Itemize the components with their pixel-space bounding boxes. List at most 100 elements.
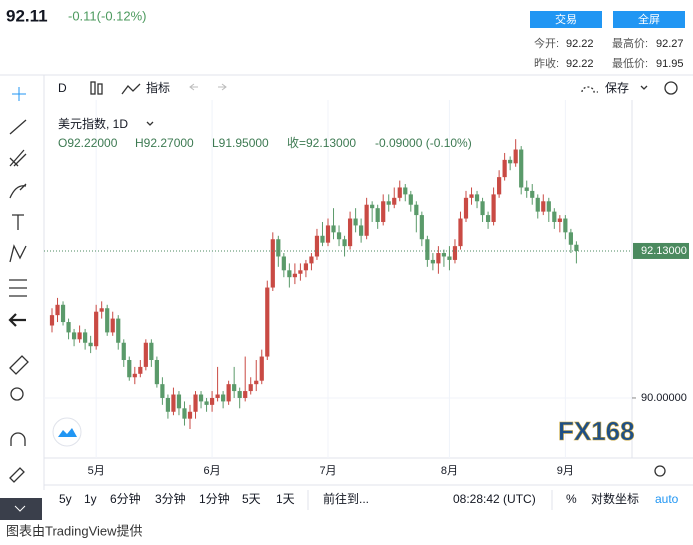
cloud-icon[interactable] xyxy=(581,86,598,93)
candle-body xyxy=(497,177,502,195)
text-tool[interactable] xyxy=(12,214,24,230)
candle-body xyxy=(121,342,126,361)
candle-body xyxy=(110,318,115,333)
candle-body xyxy=(221,394,226,402)
candle-body xyxy=(563,218,568,233)
candle-body xyxy=(149,342,154,361)
legend-open: O92.22000 xyxy=(58,136,118,150)
candle-body xyxy=(298,270,303,274)
redo-icon[interactable] xyxy=(218,83,227,91)
candle-body xyxy=(281,256,286,271)
legend-symbol: 美元指数, 1D xyxy=(58,116,128,131)
interval[interactable]: D xyxy=(58,81,67,95)
candle-body xyxy=(568,232,573,245)
candle-body xyxy=(165,397,171,412)
candle-body xyxy=(535,197,540,212)
candle-body xyxy=(55,304,60,316)
auto-toggle[interactable]: auto xyxy=(655,492,679,506)
fullscreen-button[interactable] xyxy=(613,11,685,28)
legend-change: -0.09000 (-0.10%) xyxy=(375,136,472,150)
candle-body xyxy=(232,384,237,392)
candle-body xyxy=(60,304,66,323)
lock-draw-tool[interactable] xyxy=(9,467,25,483)
fib-tool[interactable] xyxy=(9,149,27,167)
candle-icon[interactable] xyxy=(90,81,103,95)
stat-value: 92.27 xyxy=(656,38,684,50)
tv-logo-button[interactable] xyxy=(52,417,82,447)
range-button[interactable]: 1分钟 xyxy=(199,491,230,506)
range-button[interactable]: 6分钟 xyxy=(110,491,141,506)
candle-body xyxy=(342,239,347,247)
candle-body xyxy=(127,360,132,378)
legend-low: L91.95000 xyxy=(212,136,269,150)
measure-tool[interactable] xyxy=(9,279,27,297)
candle-body xyxy=(469,194,474,198)
range-button[interactable]: 5天 xyxy=(242,492,261,506)
settings-icon[interactable] xyxy=(664,81,678,95)
last-price-box xyxy=(633,242,689,259)
save[interactable]: 保存 xyxy=(605,81,629,95)
trade-button[interactable] xyxy=(530,11,602,28)
x-tick-label: 6月 xyxy=(204,465,221,477)
candle-body xyxy=(237,391,242,398)
candle-body xyxy=(392,197,397,205)
brush-tool[interactable] xyxy=(9,183,27,199)
legend-close: 收=92.13000 xyxy=(287,136,356,150)
candle-body xyxy=(204,401,209,405)
magnet-tool[interactable] xyxy=(10,432,26,446)
range-button[interactable]: 1天 xyxy=(276,492,295,506)
range-button[interactable]: 3分钟 xyxy=(155,491,186,506)
line-tool[interactable] xyxy=(9,119,27,135)
ruler-tool[interactable] xyxy=(9,355,29,375)
candle-body xyxy=(187,411,193,419)
candle-body xyxy=(336,232,342,240)
stat-value: 91.95 xyxy=(656,58,684,70)
goto[interactable]: 前往到... xyxy=(323,491,369,506)
stat-value: 92.22 xyxy=(566,38,594,50)
y-tick-label: 90.00000 xyxy=(641,392,687,404)
candle-body xyxy=(414,204,419,216)
back-tool[interactable] xyxy=(8,313,26,327)
chevron[interactable] xyxy=(146,121,154,126)
legend-high: H92.27000 xyxy=(135,136,194,150)
range-button[interactable]: 5y xyxy=(59,492,72,506)
undo-icon[interactable] xyxy=(189,83,198,91)
candle-body xyxy=(381,201,386,222)
stat-label: 最高价: xyxy=(612,36,648,50)
fullscreen-label[interactable]: 全屏 xyxy=(638,12,660,26)
candle-body xyxy=(309,256,314,264)
collapse-button[interactable] xyxy=(0,498,42,520)
candle-body xyxy=(359,225,364,236)
candle-body xyxy=(99,308,104,312)
crosshair-tool[interactable] xyxy=(12,87,26,101)
range-button[interactable]: 1y xyxy=(84,492,97,506)
candle-body xyxy=(77,332,82,340)
percent-toggle[interactable]: % xyxy=(566,492,577,506)
zoom-tool[interactable] xyxy=(10,387,24,401)
candle-body xyxy=(386,201,391,205)
candle-body xyxy=(320,235,325,243)
trade-label[interactable]: 交易 xyxy=(555,12,577,26)
candle-body xyxy=(452,246,458,260)
collapse-icon xyxy=(14,505,26,512)
candle-body xyxy=(430,259,435,264)
left-toolbar xyxy=(0,87,42,520)
candle-body xyxy=(370,204,375,209)
candle-body xyxy=(71,332,77,340)
pattern-tool[interactable] xyxy=(9,244,27,263)
indicator-icon[interactable] xyxy=(121,83,141,95)
candle-body xyxy=(353,218,358,226)
candle-body xyxy=(105,308,110,333)
candle-body xyxy=(408,194,413,205)
indicators[interactable]: 指标 xyxy=(146,80,170,95)
stat-label: 今开: xyxy=(534,36,559,50)
axis-settings[interactable] xyxy=(654,465,666,477)
chevron[interactable] xyxy=(640,85,648,90)
candle-body xyxy=(193,394,198,412)
x-tick-label: 5月 xyxy=(88,465,105,477)
x-tick-label: 8月 xyxy=(441,465,458,477)
log-toggle[interactable]: 对数坐标 xyxy=(591,491,639,506)
candle-body xyxy=(403,187,408,195)
x-tick-label: 9月 xyxy=(557,465,574,477)
